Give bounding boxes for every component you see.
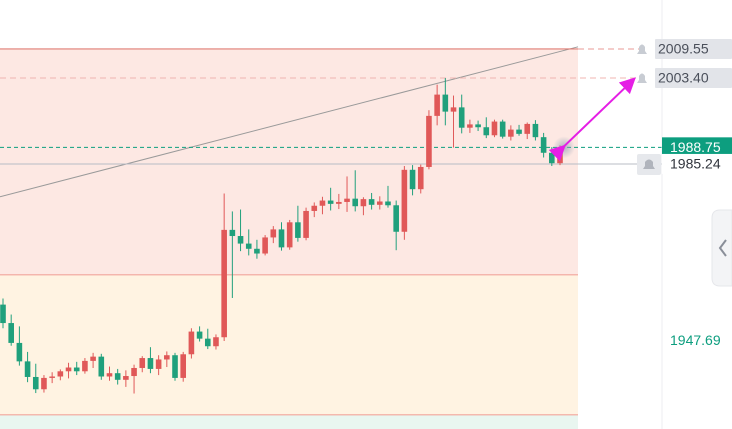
candle-body bbox=[352, 198, 359, 207]
candle-body bbox=[237, 236, 244, 244]
candle-body bbox=[409, 169, 416, 190]
candle-body bbox=[344, 198, 350, 202]
last-price-label: 1988.75 bbox=[670, 139, 721, 155]
candle-body bbox=[524, 123, 531, 134]
price-tag-bg bbox=[662, 153, 732, 174]
candle-body bbox=[327, 200, 334, 204]
candle-body bbox=[417, 166, 424, 190]
candle-body bbox=[532, 123, 539, 138]
candle-body bbox=[204, 338, 211, 347]
candle-body bbox=[442, 94, 449, 112]
candle-body bbox=[475, 124, 481, 128]
candle-body bbox=[254, 248, 260, 254]
candle-body bbox=[516, 129, 522, 134]
candle-body bbox=[65, 367, 72, 372]
candle-body bbox=[270, 229, 277, 238]
candle-body bbox=[434, 94, 440, 116]
price-tag-label: 1985.24 bbox=[670, 156, 721, 172]
candle-body bbox=[483, 127, 490, 136]
candle-body bbox=[385, 201, 391, 206]
candle-body bbox=[180, 354, 187, 378]
projection-arrow bbox=[548, 77, 636, 162]
candle-body bbox=[368, 199, 375, 205]
price-tag-bg bbox=[655, 38, 732, 59]
candle-body bbox=[98, 356, 105, 377]
candle-body bbox=[57, 371, 64, 377]
candle-body bbox=[164, 355, 170, 360]
candle-body bbox=[549, 152, 555, 164]
bell-icon bbox=[637, 73, 647, 84]
candle-body bbox=[303, 210, 309, 238]
candle-body bbox=[16, 342, 23, 362]
price-tag-label: 2003.40 bbox=[658, 70, 709, 86]
candle-body bbox=[0, 304, 6, 324]
candle-body bbox=[147, 358, 154, 369]
candle-body bbox=[32, 376, 39, 390]
trendline bbox=[0, 46, 579, 198]
candle-body bbox=[540, 137, 547, 153]
candle-body bbox=[123, 376, 129, 380]
candle-body bbox=[286, 222, 293, 248]
candle-body bbox=[401, 169, 408, 232]
candle-body bbox=[295, 222, 301, 238]
bell-icon bbox=[643, 159, 655, 169]
candle-body bbox=[311, 205, 318, 211]
candle-body bbox=[508, 129, 514, 137]
last-price-tag-bg bbox=[662, 137, 732, 158]
candle-body bbox=[278, 229, 285, 248]
candle-body bbox=[49, 376, 55, 378]
candle-body bbox=[196, 331, 203, 339]
candle-body bbox=[155, 359, 162, 369]
price-tag-bg bbox=[655, 68, 732, 89]
candle-body bbox=[188, 331, 195, 355]
candle-body bbox=[229, 229, 236, 237]
candle-body bbox=[319, 200, 326, 206]
candle-body bbox=[8, 323, 14, 343]
price-label: 1947.69 bbox=[670, 332, 721, 348]
chevron-icon bbox=[718, 239, 727, 257]
overlay bbox=[548, 77, 636, 162]
candle-body bbox=[491, 121, 498, 136]
candle-body bbox=[172, 355, 178, 378]
candle-body bbox=[41, 377, 47, 390]
candle-body bbox=[82, 360, 88, 372]
side-panel-tab[interactable] bbox=[711, 209, 732, 287]
zones bbox=[0, 48, 578, 429]
lower-zone bbox=[0, 414, 578, 429]
bell-icon bbox=[637, 44, 647, 54]
candle-body bbox=[213, 337, 219, 347]
candle-body bbox=[139, 358, 146, 368]
candle-body bbox=[360, 199, 367, 207]
candle-body bbox=[450, 107, 457, 112]
candle-body bbox=[90, 356, 96, 361]
candle-body bbox=[221, 229, 227, 338]
side-panel-toggle[interactable] bbox=[711, 209, 732, 287]
candle-body bbox=[336, 201, 342, 204]
candle-body bbox=[24, 361, 31, 377]
candle-body bbox=[114, 373, 121, 380]
candles bbox=[0, 78, 563, 394]
candle-body bbox=[262, 237, 268, 254]
candle-body bbox=[499, 121, 506, 137]
candle-body bbox=[73, 367, 80, 372]
candle-body bbox=[376, 201, 383, 205]
candle-body bbox=[393, 205, 399, 232]
candle-body bbox=[426, 115, 432, 167]
lines bbox=[0, 46, 662, 198]
price-tag-label: 2009.55 bbox=[658, 41, 709, 57]
candle-body bbox=[131, 367, 137, 377]
candle-body bbox=[106, 373, 113, 377]
middle-zone bbox=[0, 274, 578, 415]
candle-body bbox=[458, 107, 465, 128]
candle-body bbox=[467, 124, 473, 128]
candle-body bbox=[245, 243, 252, 249]
